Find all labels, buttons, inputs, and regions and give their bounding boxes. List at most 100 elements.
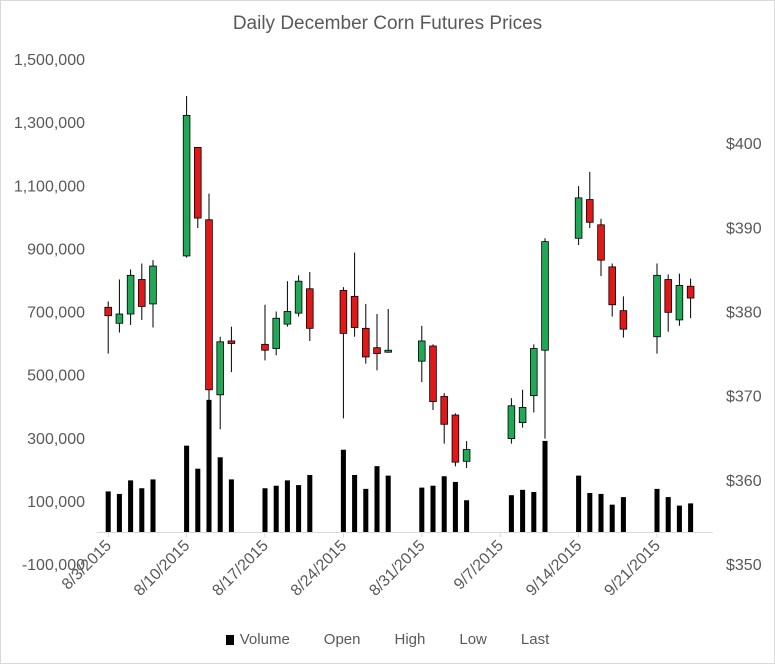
candle-body-up	[541, 241, 549, 351]
candle-body-down	[104, 306, 112, 317]
candle-body-down	[205, 219, 213, 391]
legend-label-volume: Volume	[239, 631, 290, 648]
volume-bar	[195, 468, 201, 533]
volume-bar	[452, 481, 458, 533]
legend-label-low: Low	[459, 631, 487, 648]
volume-bar	[688, 503, 694, 533]
volume-bar	[531, 492, 537, 533]
candle-body-down	[227, 340, 236, 344]
y-left-tick-label: 1,100,000	[14, 178, 85, 195]
candle-body-down	[664, 279, 672, 313]
volume-bar	[307, 474, 313, 533]
legend-item-low: Low	[459, 631, 487, 648]
volume-bar	[116, 493, 122, 533]
candle-body-up	[126, 274, 135, 315]
candle-body-down	[350, 295, 359, 328]
candle-body-up	[182, 114, 191, 257]
y-left-tick-label: 900,000	[27, 241, 85, 258]
x-tick-label: 9/21/2015	[601, 537, 663, 599]
volume-bar	[139, 488, 145, 533]
volume-bar	[464, 500, 470, 533]
candle-body-down	[138, 279, 146, 307]
volume-bar	[284, 480, 290, 533]
y-left-tick-label: 1,500,000	[14, 52, 85, 69]
candle-body-down	[362, 327, 370, 358]
volume-bar	[296, 485, 302, 533]
candle-body-up	[530, 348, 538, 397]
candle-body-down	[306, 288, 314, 329]
y-right-tick-label: $370	[726, 389, 762, 406]
y-left-tick-label: 500,000	[27, 368, 85, 385]
candle-body-up	[418, 340, 426, 362]
x-tick-label: 8/31/2015	[366, 537, 428, 599]
legend-label-last: Last	[520, 631, 550, 648]
y-right-tick-label: $350	[726, 557, 762, 574]
y-right-tick-label: $360	[726, 473, 762, 490]
volume-bar	[340, 449, 346, 533]
candle-body-down	[339, 290, 348, 334]
volume-bar	[609, 504, 615, 533]
volume-bar	[441, 476, 447, 533]
volume-bar	[206, 399, 212, 533]
candle-body-up	[574, 197, 583, 239]
volume-bar	[430, 485, 436, 533]
legend-item-high: High	[395, 631, 426, 648]
volume-bar	[654, 488, 660, 533]
legend-label-high: High	[394, 631, 426, 648]
candle-body-up	[216, 341, 224, 396]
volume-bar	[150, 479, 156, 533]
volume-bar	[620, 497, 626, 533]
volume-bar	[352, 474, 358, 533]
candle-body-up	[675, 285, 684, 321]
volume-bar	[363, 488, 369, 533]
volume-bar	[105, 491, 111, 533]
volume-bar	[374, 466, 380, 533]
volume-bar	[273, 485, 279, 533]
volume-bar	[598, 493, 604, 533]
candle-body-down	[440, 396, 448, 425]
volume-bar	[676, 505, 682, 533]
volume-bar	[262, 488, 268, 533]
candle-body-up	[283, 311, 292, 325]
legend-item-open: Open	[324, 631, 361, 648]
volume-bar	[128, 480, 134, 533]
y-left-tick-label: 1,300,000	[14, 115, 85, 132]
chart-title: Daily December Corn Futures Prices	[232, 13, 543, 34]
volume-bar	[419, 487, 425, 533]
volume-bar	[228, 479, 234, 533]
candle-body-up	[272, 317, 280, 349]
y-left-tick-label: 300,000	[27, 431, 85, 448]
x-tick-label: 9/7/2015	[451, 537, 507, 593]
y-left-tick-label: -100,000	[22, 557, 85, 574]
y-left-tick-label: 700,000	[27, 305, 85, 322]
candle-body-down	[619, 310, 628, 330]
volume-bar	[542, 440, 548, 533]
chart-legend: Volume Open High Low Last	[1, 631, 774, 648]
candle-body-up	[294, 280, 303, 314]
volume-bar	[587, 492, 593, 533]
candle-body-up	[653, 274, 661, 338]
volume-bar	[217, 457, 223, 533]
candle-body-down	[194, 146, 202, 219]
candle-body-down	[686, 285, 695, 299]
legend-item-volume: Volume	[225, 631, 290, 648]
legend-label-open: Open	[323, 631, 361, 648]
candle-body-down	[608, 266, 616, 306]
candle-body-up	[384, 349, 392, 353]
y-right-tick-label: $390	[726, 220, 762, 237]
candle-body-up	[462, 449, 471, 462]
candle-body-up	[507, 405, 516, 439]
legend-item-last: Last	[521, 631, 549, 648]
candle-body-down	[429, 345, 437, 402]
candle-body-down	[451, 414, 460, 463]
chart-plot-area: -100,000 100,000 300,000 500,000 700,000 900,…	[14, 52, 762, 600]
y-right-tick-label: $400	[726, 136, 762, 153]
x-tick-label: 8/10/2015	[131, 537, 193, 599]
candle-body-down	[586, 199, 594, 223]
volume-bar	[520, 489, 526, 533]
x-tick-label: 9/14/2015	[523, 537, 585, 599]
volume-bar	[184, 445, 190, 533]
candle-body-up	[115, 313, 124, 324]
candle-body-down	[261, 343, 269, 351]
